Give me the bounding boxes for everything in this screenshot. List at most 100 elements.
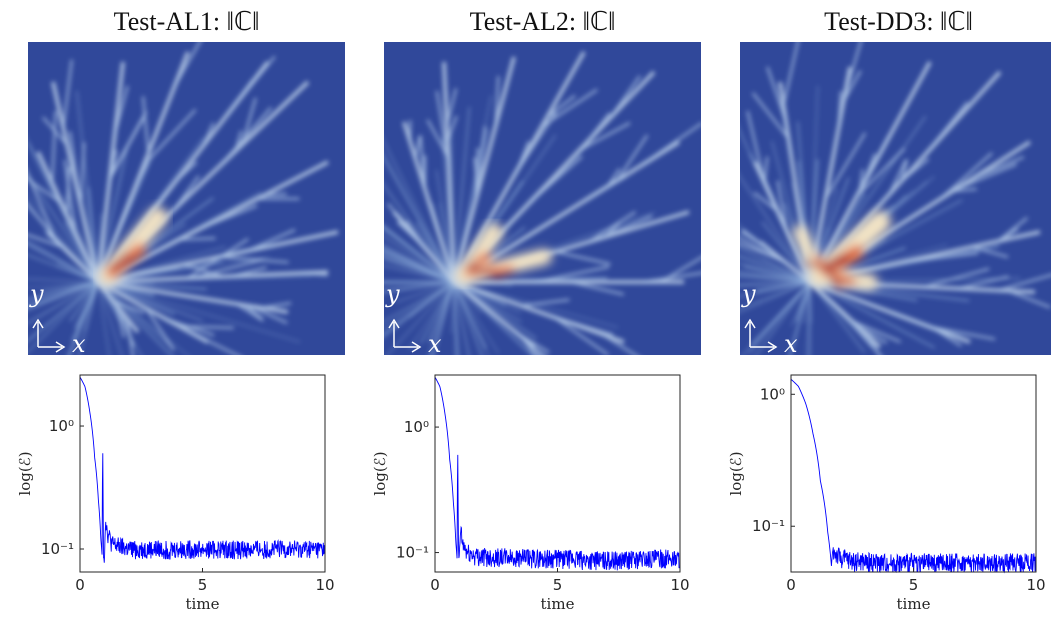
axis-x-indicator: x xyxy=(784,330,798,355)
crack-sub-branch xyxy=(244,304,263,320)
crack-core-halo xyxy=(793,225,827,283)
crack-fine xyxy=(740,263,811,283)
crack-fine xyxy=(453,281,470,355)
crack-sub-branch xyxy=(231,266,267,278)
crack-sub-branch xyxy=(419,135,426,188)
heatmap-panel-2: yx xyxy=(384,42,701,355)
crack-sub-branch xyxy=(63,159,77,234)
crack-fine xyxy=(740,256,811,284)
crack-sub-branch xyxy=(642,271,701,284)
crack-sub-branch xyxy=(867,335,881,355)
crack-sub-branch xyxy=(922,267,990,289)
energy-plot-2: 0 5 10 10⁰ 10⁻¹ time log(ℰ) xyxy=(371,374,690,613)
crack-fine xyxy=(770,141,811,283)
crack-sub-branch xyxy=(837,91,843,128)
crack-fine xyxy=(452,281,488,350)
crack-sub-branch xyxy=(766,66,788,123)
crack-sub-branch xyxy=(660,256,701,284)
energy-series-line xyxy=(790,378,1037,574)
crack-branch xyxy=(96,61,125,283)
y-axis-label: log(ℰ) xyxy=(371,451,389,495)
crack-sub-branch xyxy=(233,55,276,107)
crack-fine xyxy=(395,281,455,304)
crack-sub-branch xyxy=(546,94,576,119)
crack-fine xyxy=(97,281,110,355)
crack-core-max xyxy=(821,253,850,273)
axis-x-indicator: x xyxy=(428,330,442,355)
crack-sub-branch xyxy=(528,155,583,204)
x-tick-label: 5 xyxy=(198,576,208,594)
crack-sub-branch xyxy=(517,140,531,169)
crack-sub-branch xyxy=(494,75,500,127)
crack-sub-branch xyxy=(842,69,862,103)
crack-fine xyxy=(28,172,99,283)
crack-branch xyxy=(402,121,456,283)
crack-sub-branch xyxy=(220,106,273,166)
crack-sub-branch xyxy=(261,301,292,310)
axis-y-indicator: y xyxy=(29,280,44,308)
plot-frame xyxy=(790,374,1037,573)
crack-sub-branch xyxy=(888,159,908,195)
crack-fine xyxy=(28,281,99,354)
crack-sub-branch xyxy=(126,318,135,355)
crack-fine xyxy=(28,281,99,301)
crack-fine xyxy=(809,281,866,354)
crack-fine xyxy=(71,281,99,342)
crack-sub-branch xyxy=(553,316,610,355)
crack-fine xyxy=(97,281,123,355)
crack-fine xyxy=(97,281,301,343)
crack-fine xyxy=(384,225,455,283)
crack-sub-branch xyxy=(135,162,149,186)
x-tick-label: 10 xyxy=(670,576,689,594)
crack-fine xyxy=(384,265,455,283)
crack-sub-branch xyxy=(606,167,621,188)
energy-series-line xyxy=(434,376,680,571)
y-tick-label: 10⁰ xyxy=(49,417,74,435)
crack-fine xyxy=(740,281,811,309)
crack-branch xyxy=(442,61,456,283)
crack-sub-branch xyxy=(28,178,63,204)
crack-sub-branch xyxy=(65,166,71,215)
crack-sub-branch xyxy=(173,42,202,88)
axis-y-indicator: y xyxy=(741,280,756,308)
crack-fine xyxy=(384,235,455,283)
crack-branch xyxy=(453,280,625,344)
crack-sub-branch xyxy=(587,210,637,244)
energy-plot-1: 0 5 10 10⁰ 10⁻¹ time log(ℰ) xyxy=(16,374,335,613)
crack-sub-branch xyxy=(741,229,775,254)
crack-branch xyxy=(452,56,516,283)
y-axis-label: log(ℰ) xyxy=(727,451,745,495)
crack-sub-branch xyxy=(955,162,1018,191)
y-tick-label: 10⁻¹ xyxy=(41,540,74,558)
crack-fine xyxy=(453,281,500,354)
crack-sub-branch xyxy=(112,300,145,315)
arrow-right-head-icon xyxy=(767,341,778,353)
crack-sub-branch xyxy=(192,258,264,280)
crack-sub-branch xyxy=(855,147,906,198)
crack-sub-branch xyxy=(398,220,418,240)
energy-series-line xyxy=(79,376,326,563)
panel-title-3: Test-DD3: ‖ℂ‖ xyxy=(824,7,973,36)
crack-sub-branch xyxy=(68,131,81,200)
crack-sub-branch xyxy=(445,88,458,126)
crack-sub-branch xyxy=(108,117,145,178)
crack-sub-branch xyxy=(863,134,891,183)
crack-sub-branch xyxy=(202,204,258,229)
crack-fine xyxy=(795,281,811,323)
crack-sub-branch xyxy=(900,157,930,182)
crack-fine xyxy=(84,281,99,332)
crack-fine xyxy=(453,281,457,355)
crack-sub-branch xyxy=(28,171,57,240)
crack-sub-branch xyxy=(107,149,118,190)
crack-sub-branch xyxy=(858,169,864,191)
crack-sub-branch xyxy=(1007,289,1051,309)
x-tick-label: 0 xyxy=(430,576,440,594)
crack-branch xyxy=(96,51,190,283)
crack-sub-branch xyxy=(856,324,888,345)
crack-fine xyxy=(740,281,811,313)
crack-sub-branch xyxy=(516,332,550,354)
crack-sub-branch xyxy=(579,121,631,152)
crack-sub-branch xyxy=(861,153,877,187)
crack-sub-branch xyxy=(28,233,64,249)
x-axis-label: time xyxy=(541,595,575,613)
